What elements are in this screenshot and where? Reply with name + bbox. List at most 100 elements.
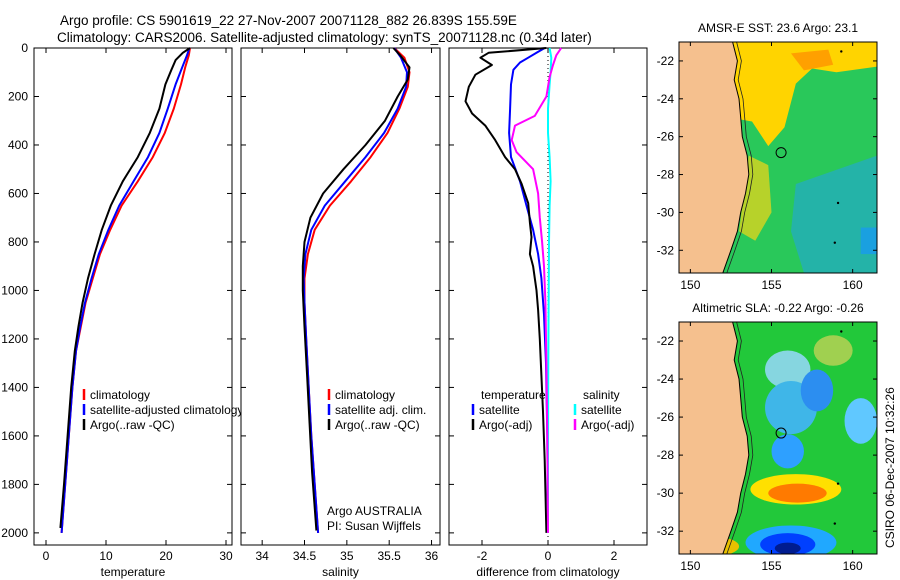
y-tick-label: 0 [21,41,28,55]
legend-label: climatology [335,388,395,402]
island-marker [833,522,837,525]
float-position-marker [775,147,787,159]
plot-frame [33,47,233,546]
y-tick-label: 1400 [1,380,28,394]
x-tick-label: 150 [680,278,700,292]
x-axis-label: salinity [322,565,359,579]
map-panel-1: AMSR-E SST: 23.6 Argo: 23.1 150 155 160 -22 -… [657,21,878,292]
y-tick-label: 2000 [1,526,28,540]
y-tick-label: 1600 [1,429,28,443]
x-tick-label: 35.5 [378,549,402,563]
y-tick-label: 800 [8,235,28,249]
x-tick-label: 150 [680,559,700,573]
y-tick-label: 1200 [1,332,28,346]
annotation-line: Argo AUSTRALIA [327,504,422,518]
sla-anomaly-patch [774,542,801,554]
isobath-contour [726,322,754,554]
legend-label: temperature [481,388,546,402]
sla-anomaly-patch [771,434,804,469]
x-tick-label: 155 [761,559,781,573]
warm-water-core [790,49,834,71]
y-tick-label: -24 [657,372,675,386]
series-line-argo-raw-qc [59,47,191,529]
y-tick-label: -22 [657,54,675,68]
y-tick-label: 400 [8,138,28,152]
map-title: Altimetric SLA: -0.22 Argo: -0.26 [692,301,864,315]
x-tick-label: 30 [219,549,233,563]
sla-anomaly-patch [765,350,811,389]
map-title: AMSR-E SST: 23.6 Argo: 23.1 [698,21,858,35]
island-marker [836,201,840,205]
profile-panel-2: 34 34.5 35 35.5 36 salinity climatologysatelli… [240,47,441,579]
x-tick-label: -2 [477,549,488,563]
series-line-argo-adj [464,47,548,533]
x-tick-label: 36 [425,549,439,563]
land-mass [679,322,749,554]
island-marker [833,241,837,244]
coastline [722,322,750,554]
y-tick-label: -22 [657,334,675,348]
y-tick-label: 1000 [1,283,28,297]
y-tick-label: -32 [657,243,675,257]
x-axis-label: temperature [101,565,166,579]
y-tick-label: -32 [657,524,675,538]
x-tick-label: 160 [843,278,863,292]
y-tick-label: 1800 [1,477,28,491]
x-tick-label: 0 [43,549,50,563]
sla-anomaly-patch [768,483,827,503]
x-tick-label: 10 [99,549,113,563]
sla-anomaly-patch [844,398,877,444]
x-tick-label: 34.5 [293,549,317,563]
y-tick-label: -26 [657,130,675,144]
y-tick-label: 600 [8,186,28,200]
profile-panel-1: 0 10 20 30 0 200 400 600 800 1000 1200 1400 1600 1800… [1,41,243,579]
x-axis-label: difference from climatology [476,565,619,579]
x-tick-label: 20 [159,549,173,563]
profile-panel-3: -2 0 2 difference from climatology temperatu… [448,47,648,579]
cool-water-core [860,227,877,255]
legend-label: satellite [581,403,622,417]
cool-water-region [790,155,877,273]
legend-label: salinity [583,388,620,402]
map-frame [678,321,878,555]
side-timestamp-label: CSIRO 06-Dec-2007 10:32:26 [883,387,897,548]
island-marker [840,50,843,53]
series-line-argo-adj [510,47,563,533]
y-tick-label: -24 [657,92,675,106]
x-tick-label: 34 [255,549,269,563]
series-line-satellite-adjusted-climatology [60,47,191,533]
figure-title-line2: Climatology: CARS2006. Satellite-adjuste… [57,30,592,45]
float-position-marker [775,427,787,439]
legend-label: Argo(..raw -QC) [335,418,420,432]
x-tick-label: 35 [340,549,354,563]
y-tick-label: -28 [657,448,675,462]
sla-anomaly-patch [800,369,834,412]
map-frame [678,41,878,274]
y-tick-label: -30 [657,486,675,500]
y-tick-label: 200 [8,89,28,103]
island-marker [836,482,840,485]
legend-label: Argo(-adj) [479,418,532,432]
x-tick-label: 155 [761,278,781,292]
legend-label: satellite-adjusted climatology [90,403,243,417]
legend-label: satellite [479,403,520,417]
legend-label: climatology [90,388,150,402]
coastline [722,42,750,273]
annotation-line: PI: Susan Wijffels [327,519,421,533]
map-panel-2: Altimetric SLA: -0.22 Argo: -0.26 150 155 1… [657,301,878,573]
series-line-argo-raw-qc [301,47,411,531]
figure-title-line1: Argo profile: CS 5901619_22 27-Nov-2007 … [60,13,517,28]
plot-frame [240,47,441,546]
y-tick-label: -28 [657,168,675,182]
x-tick-label: 0 [545,549,552,563]
isobath-contour [726,42,754,273]
map-field [679,42,877,273]
legend-label: Argo(-adj) [581,418,634,432]
legend-label: satellite adj. clim. [335,403,426,417]
y-tick-label: -30 [657,205,675,219]
x-tick-label: 2 [611,549,618,563]
y-tick-label: -26 [657,410,675,424]
x-tick-label: 160 [843,559,863,573]
island-marker [840,330,843,333]
